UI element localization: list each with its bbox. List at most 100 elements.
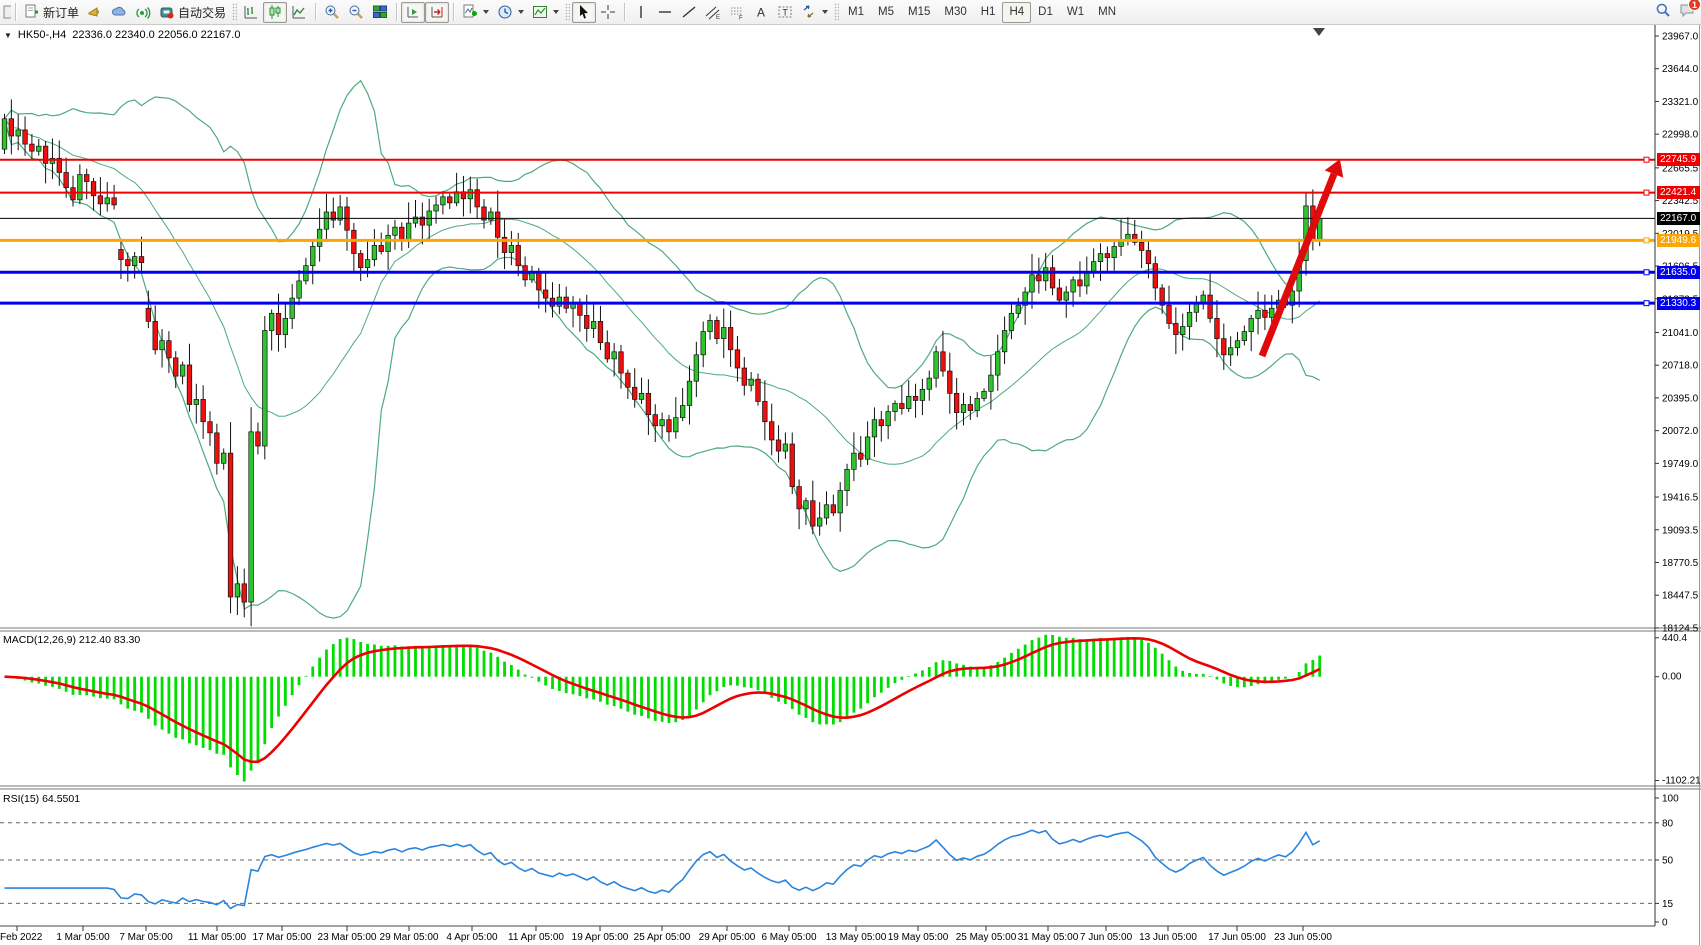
svg-text:22342.5: 22342.5 (1662, 196, 1699, 207)
rsi-level-lines (0, 822, 1655, 904)
main-toolbar: 新订单 自动交易 (0, 0, 1701, 25)
svg-text:0.00: 0.00 (1662, 672, 1682, 683)
svg-text:T: T (782, 8, 788, 18)
svg-text:19 Apr 05:00: 19 Apr 05:00 (572, 932, 629, 943)
timeframe-button-mn[interactable]: MN (1098, 6, 1116, 18)
price-axis: 23967.0 23644.0 23321.0 22998.0 22665.5 22342… (1655, 32, 1699, 634)
fibonacci-icon: F (731, 7, 743, 20)
horizontal-level-lines[interactable] (0, 156, 1655, 307)
autotrading-button[interactable]: 自动交易 (155, 2, 230, 23)
chart-shift-button[interactable] (425, 1, 450, 23)
dropdown-caret (822, 10, 829, 14)
notifications-button[interactable]: 1 (1679, 0, 1701, 23)
text-a-icon: A (757, 6, 765, 20)
trend-arrow-annotation[interactable] (1258, 159, 1344, 358)
arrow-objects-icon (803, 5, 814, 18)
horizontal-line-tool-button[interactable] (653, 2, 677, 23)
search-button[interactable] (1655, 2, 1671, 23)
toolbar-grip[interactable] (232, 3, 238, 21)
svg-text:17 Jun 05:00: 17 Jun 05:00 (1208, 932, 1266, 943)
cloud-icon (111, 6, 126, 16)
crosshair-tool-button[interactable] (596, 2, 620, 23)
text-tool-button[interactable]: A (749, 2, 773, 23)
arrows-tool-button[interactable] (797, 2, 832, 23)
timeframe-button-w1[interactable]: W1 (1066, 6, 1085, 18)
equidistant-channel-tool-button[interactable]: E (701, 2, 725, 23)
trendline-icon (682, 6, 696, 18)
candlestick-mode-button[interactable] (263, 1, 288, 23)
time-axis: 3 Feb 2022 1 Mar 05:00 7 Mar 05:00 11 Mar 0… (0, 926, 1332, 943)
timeframe-button-h1[interactable]: H1 (980, 6, 996, 18)
price-level-tag[interactable]: 21949.6 (1657, 233, 1700, 247)
template-icon (533, 6, 548, 18)
zoom-out-icon (349, 5, 363, 19)
svg-text:440.4: 440.4 (1662, 633, 1687, 644)
svg-text:50: 50 (1662, 856, 1674, 867)
fibonacci-tool-button[interactable]: F (725, 2, 749, 23)
price-level-tag[interactable]: 22745.9 (1657, 153, 1700, 167)
timeframe-button-m15[interactable]: M15 (908, 6, 931, 18)
trendline-tool-button[interactable] (677, 2, 701, 23)
svg-text:23644.0: 23644.0 (1662, 64, 1699, 75)
svg-text:19416.5: 19416.5 (1662, 493, 1699, 504)
svg-text:-1102.21: -1102.21 (1662, 776, 1701, 787)
zoom-out-button[interactable] (344, 2, 368, 23)
bar-chart-mode-button[interactable] (239, 2, 263, 23)
candlestick-series (1, 99, 1323, 627)
price-level-tag[interactable]: 22421.4 (1657, 186, 1700, 200)
price-level-tag[interactable]: 21330.3 (1657, 296, 1700, 310)
svg-text:20395.0: 20395.0 (1662, 393, 1699, 404)
community-button[interactable] (107, 2, 131, 23)
line-chart-mode-button[interactable] (287, 2, 311, 23)
tile-windows-icon (373, 5, 388, 18)
macd-signal-line (4, 636, 1321, 764)
svg-text:18770.5: 18770.5 (1662, 558, 1699, 569)
svg-text:23967.0: 23967.0 (1662, 32, 1699, 43)
new-order-button[interactable]: 新订单 (20, 2, 83, 23)
svg-text:15: 15 (1662, 899, 1674, 910)
signal-icon (136, 7, 151, 19)
signals-button[interactable] (131, 2, 155, 23)
text-label-tool-button[interactable]: T (773, 2, 797, 23)
toolbar-grip[interactable] (565, 3, 571, 21)
collapse-arrow-icon[interactable]: ▼ (4, 30, 12, 40)
price-level-tag[interactable]: 22167.0 (1657, 211, 1700, 225)
svg-text:6 May 05:00: 6 May 05:00 (761, 932, 816, 943)
templates-button[interactable] (528, 2, 563, 23)
indicators-button[interactable] (458, 2, 493, 23)
toolbar-separator (396, 3, 398, 21)
timeframe-button-h4[interactable]: H4 (1002, 1, 1032, 23)
svg-text:19093.5: 19093.5 (1662, 525, 1699, 536)
vertical-line-tool-button[interactable] (629, 2, 653, 23)
svg-text:20718.0: 20718.0 (1662, 361, 1699, 372)
toolbar-grip[interactable] (834, 3, 840, 21)
svg-text:11 Mar 05:00: 11 Mar 05:00 (188, 932, 247, 943)
svg-text:0: 0 (1662, 918, 1668, 929)
notification-badge: 1 (1688, 0, 1701, 11)
svg-text:19 May 05:00: 19 May 05:00 (888, 932, 949, 943)
svg-text:19749.0: 19749.0 (1662, 459, 1699, 470)
chart-shift-marker[interactable] (1313, 28, 1325, 36)
zoom-in-button[interactable] (320, 2, 344, 23)
timeframe-button-m1[interactable]: M1 (848, 6, 865, 18)
toolbar-separator (315, 3, 317, 21)
auto-scroll-button[interactable] (401, 1, 426, 23)
timeframe-button-m30[interactable]: M30 (944, 6, 967, 18)
metaeditor-button[interactable] (83, 2, 107, 23)
svg-text:31 May 05:00: 31 May 05:00 (1018, 932, 1079, 943)
svg-text:25 Apr 05:00: 25 Apr 05:00 (634, 932, 691, 943)
price-level-tag[interactable]: 21635.0 (1657, 265, 1700, 279)
svg-text:3 Feb 2022: 3 Feb 2022 (0, 932, 43, 943)
cursor-tool-button[interactable] (572, 1, 597, 23)
periods-button[interactable] (493, 2, 528, 23)
rsi-line (4, 829, 1321, 910)
tile-windows-button[interactable] (368, 2, 392, 23)
svg-text:29 Mar 05:00: 29 Mar 05:00 (380, 932, 439, 943)
new-order-icon (25, 4, 38, 18)
svg-text:A: A (757, 6, 765, 20)
timeframe-button-d1[interactable]: D1 (1038, 6, 1053, 18)
chart-header: ▼ HK50-,H4 22336.0 22340.0 22056.0 22167… (4, 29, 240, 41)
toolbar-separator (15, 3, 16, 21)
timeframe-button-m5[interactable]: M5 (878, 6, 894, 18)
